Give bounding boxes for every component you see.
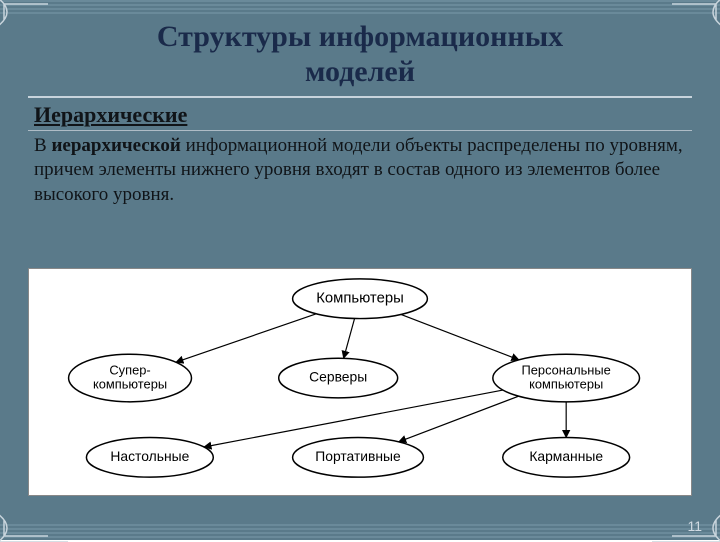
slide-title: Структуры информационных моделей xyxy=(40,20,680,89)
node-label: Компьютеры xyxy=(316,291,404,307)
corner-ornament-br xyxy=(652,514,720,542)
hierarchy-diagram: Компьютеры Супер-компьютеры Серверы Персона… xyxy=(28,268,692,496)
node-label: компьютеры xyxy=(529,377,603,392)
node-pc: Персональныекомпьютеры xyxy=(493,354,640,402)
title-line-2: моделей xyxy=(305,55,415,88)
node-pock: Карманные xyxy=(503,438,630,478)
title-line-1: Структуры информационных xyxy=(157,20,563,53)
title-rule xyxy=(28,96,692,98)
diagram-svg: Компьютеры Супер-компьютеры Серверы Персона… xyxy=(29,269,691,495)
corner-ornament-bl xyxy=(0,514,68,542)
node-port: Портативные xyxy=(293,438,424,478)
body-prefix: В xyxy=(34,135,51,156)
body-bold: иерархической xyxy=(51,135,180,156)
node-super: Супер-компьютеры xyxy=(69,354,192,402)
node-serv: Серверы xyxy=(279,358,398,398)
edge xyxy=(399,396,519,442)
node-label: Карманные xyxy=(529,448,603,464)
node-desk: Настольные xyxy=(86,438,213,478)
node-label: Настольные xyxy=(110,448,189,464)
edge xyxy=(401,314,519,359)
node-label: компьютеры xyxy=(93,377,167,392)
edge xyxy=(176,314,316,362)
body-text: В иерархической информационной модели об… xyxy=(34,134,686,207)
node-root: Компьютеры xyxy=(293,279,428,319)
subtitle-rule xyxy=(28,130,692,131)
node-label: Портативные xyxy=(315,448,401,464)
page-number: 11 xyxy=(687,518,702,534)
node-label: Супер- xyxy=(109,362,150,377)
edge xyxy=(344,318,355,358)
slide-subtitle: Иерархические xyxy=(34,102,187,128)
node-label: Персональные xyxy=(522,362,611,377)
node-label: Серверы xyxy=(309,369,367,385)
slide: Структуры информационных моделей Иерархи… xyxy=(0,0,720,540)
